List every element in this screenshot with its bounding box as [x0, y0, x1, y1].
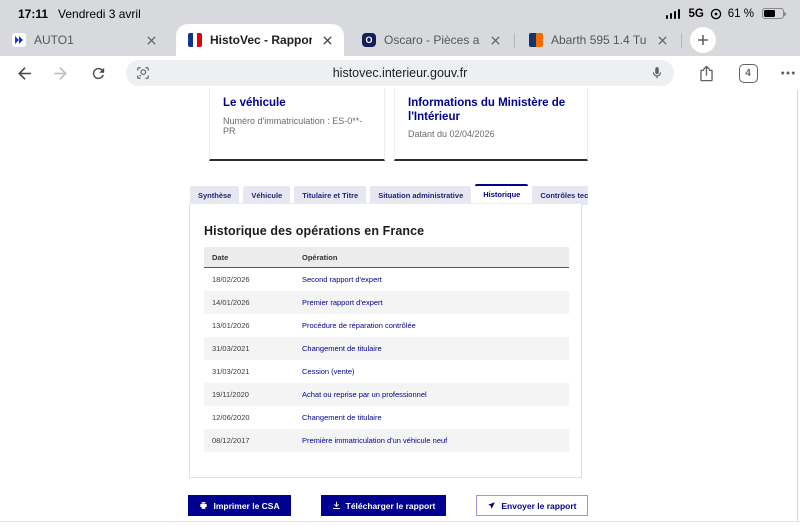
signal-bars-icon [665, 8, 681, 19]
close-tab-icon[interactable] [144, 33, 158, 47]
operation-link[interactable]: Premier rapport d'expert [302, 298, 383, 307]
print-csa-button[interactable]: Imprimer le CSA [188, 495, 291, 516]
new-tab-button[interactable] [690, 27, 716, 53]
tab-count-label: 4 [738, 63, 758, 83]
card-title: Informations du Ministère de l'Intérieur [408, 97, 566, 123]
report-actions: Imprimer le CSA Télécharger le rapport E… [0, 495, 776, 516]
operation-link[interactable]: Cession (vente) [302, 367, 355, 376]
status-bar: 17:11 Vendredi 3 avril 5G 61 % [0, 0, 800, 24]
button-label: Télécharger le rapport [345, 500, 436, 511]
operation-date: 12/06/2020 [212, 413, 250, 422]
section-title: Historique des opérations en France [204, 224, 425, 238]
table-row: 19/11/2020 Achat ou reprise par un profe… [204, 383, 569, 406]
table-row: 18/02/2026 Second rapport d'expert [204, 268, 569, 291]
operation-date: 31/03/2021 [212, 344, 250, 353]
reload-button[interactable] [86, 61, 110, 85]
col-header-date: Date [212, 252, 229, 262]
historique-panel: Historique des opérations en France Date… [189, 203, 582, 478]
battery-percent-label: 61 % [727, 7, 754, 20]
col-header-operation: Opération [302, 252, 338, 262]
forward-button[interactable] [48, 61, 72, 85]
operation-link[interactable]: Second rapport d'expert [302, 275, 382, 284]
table-row: 14/01/2026 Premier rapport d'expert [204, 291, 569, 314]
abarth-listing-favicon [529, 33, 543, 47]
tab-titulaire-et-titre[interactable]: Titulaire et Titre [294, 186, 367, 205]
tab-situation-administrative[interactable]: Situation administrative [370, 186, 472, 205]
close-tab-icon[interactable] [320, 33, 334, 47]
status-date: Vendredi 3 avril [58, 6, 141, 21]
tab-title: HistoVec - Rapport vend [210, 33, 312, 47]
status-time: 17:11 [18, 6, 49, 21]
table-row: 31/03/2021 Cession (vente) [204, 360, 569, 383]
scrollbar-track[interactable] [797, 90, 798, 521]
table-row: 12/06/2020 Changement de titulaire [204, 406, 569, 429]
browser-chrome: 17:11 Vendredi 3 avril 5G 61 % AUTO1 [0, 0, 800, 56]
tab-separator [514, 33, 515, 48]
download-icon [332, 501, 341, 510]
download-report-button[interactable]: Télécharger le rapport [320, 495, 447, 516]
mic-icon[interactable] [650, 66, 664, 80]
ministry-info-card: Informations du Ministère de l'Intérieur… [394, 88, 588, 161]
tab-controles-techniques[interactable]: Contrôles techniques [532, 186, 588, 205]
vehicle-card: Le véhicule Numéro d'immatriculation : E… [209, 88, 385, 161]
orientation-lock-icon [710, 8, 722, 20]
oscaro-favicon: O [362, 33, 376, 47]
web-page-content: Le véhicule Numéro d'immatriculation : E… [0, 88, 800, 525]
close-tab-icon[interactable] [488, 33, 502, 47]
tab-title: AUTO1 [34, 33, 74, 47]
operation-date: 31/03/2021 [212, 367, 250, 376]
operation-date: 14/01/2026 [212, 298, 250, 307]
table-header-row: Date Opération [204, 247, 569, 268]
table-row: 31/03/2021 Changement de titulaire [204, 337, 569, 360]
tab-title: Oscaro - Pièces auto AB [384, 33, 480, 47]
browser-tab-abarth[interactable]: Abarth 595 1.4 Turbo, 2 [517, 24, 679, 56]
card-title: Le véhicule [223, 97, 286, 109]
lens-icon[interactable] [136, 66, 150, 80]
operations-table: Date Opération 18/02/2026 Second rapport… [204, 247, 569, 452]
card-subtitle: Numéro d'immatriculation : ES-0**-PR [223, 115, 363, 136]
url-bar[interactable]: histovec.interieur.gouv.fr [126, 60, 674, 86]
tab-historique[interactable]: Historique [475, 184, 529, 205]
french-flag-favicon [188, 33, 202, 47]
operation-date: 13/01/2026 [212, 321, 250, 330]
tab-vehicule[interactable]: Véhicule [243, 186, 291, 205]
auto1-favicon [12, 33, 26, 47]
url-text: histovec.interieur.gouv.fr [332, 66, 468, 80]
browser-tab-oscaro[interactable]: O Oscaro - Pièces auto AB [350, 24, 512, 56]
table-row: 08/12/2017 Première immatriculation d'un… [204, 429, 569, 452]
tab-separator [681, 33, 682, 48]
operation-link[interactable]: Procédure de réparation contrôlée [302, 321, 416, 330]
button-label: Envoyer le rapport [501, 500, 577, 511]
operation-date: 18/02/2026 [212, 275, 250, 284]
page-divider [0, 521, 800, 522]
send-report-button[interactable]: Envoyer le rapport [476, 495, 588, 516]
operation-date: 19/11/2020 [212, 390, 249, 399]
share-button[interactable] [694, 61, 718, 85]
tab-title: Abarth 595 1.4 Turbo, 2 [551, 33, 647, 47]
tab-synthese[interactable]: Synthèse [190, 186, 240, 205]
button-label: Imprimer le CSA [213, 500, 280, 511]
report-tab-list: Synthèse Véhicule Titulaire et Titre Sit… [190, 184, 588, 205]
table-row: 13/01/2026 Procédure de réparation contr… [204, 314, 569, 337]
battery-icon [762, 8, 786, 19]
network-type-label: 5G [688, 7, 704, 20]
browser-tab-auto1[interactable]: AUTO1 [0, 24, 168, 56]
tab-switcher-button[interactable]: 4 [736, 61, 760, 85]
operation-link[interactable]: Achat ou reprise par un professionnel [302, 390, 427, 399]
back-button[interactable] [12, 61, 36, 85]
menu-dots-icon[interactable] [776, 61, 800, 85]
browser-toolbar: histovec.interieur.gouv.fr 4 [0, 56, 800, 90]
operation-link[interactable]: Première immatriculation d'un véhicule n… [302, 436, 448, 445]
card-subtitle: Datant du 02/04/2026 [408, 129, 495, 139]
operation-link[interactable]: Changement de titulaire [302, 344, 382, 353]
operation-link[interactable]: Changement de titulaire [302, 413, 382, 422]
operation-date: 08/12/2017 [212, 436, 250, 445]
tab-strip: AUTO1 HistoVec - Rapport vend O Oscaro -… [0, 24, 800, 56]
send-icon [487, 501, 496, 510]
browser-tab-histovec[interactable]: HistoVec - Rapport vend [176, 24, 344, 56]
close-tab-icon[interactable] [655, 33, 669, 47]
printer-icon [199, 501, 208, 510]
